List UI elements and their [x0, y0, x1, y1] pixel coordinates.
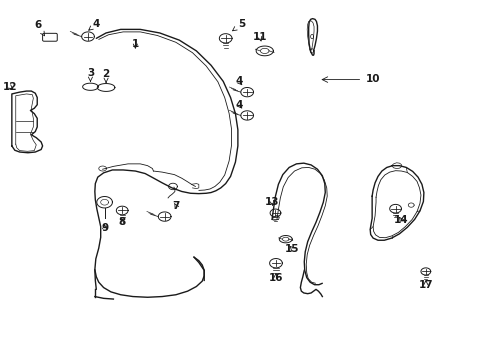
- Text: 9: 9: [101, 224, 108, 233]
- Text: 13: 13: [265, 197, 279, 207]
- Text: 15: 15: [285, 244, 300, 254]
- Text: 5: 5: [233, 19, 245, 31]
- Text: 11: 11: [253, 32, 267, 42]
- Text: 17: 17: [418, 280, 433, 290]
- Text: 14: 14: [394, 215, 409, 225]
- Text: 16: 16: [269, 273, 283, 283]
- Text: 6: 6: [34, 20, 45, 36]
- Text: 7: 7: [172, 201, 179, 211]
- Text: 1: 1: [132, 39, 139, 49]
- Text: 4: 4: [89, 19, 100, 30]
- Text: 3: 3: [87, 68, 94, 81]
- Text: 8: 8: [119, 217, 126, 227]
- Text: 2: 2: [102, 69, 110, 82]
- Text: 4: 4: [235, 100, 243, 110]
- Text: 12: 12: [2, 82, 17, 92]
- Text: 10: 10: [367, 73, 381, 84]
- Text: 4: 4: [235, 76, 243, 86]
